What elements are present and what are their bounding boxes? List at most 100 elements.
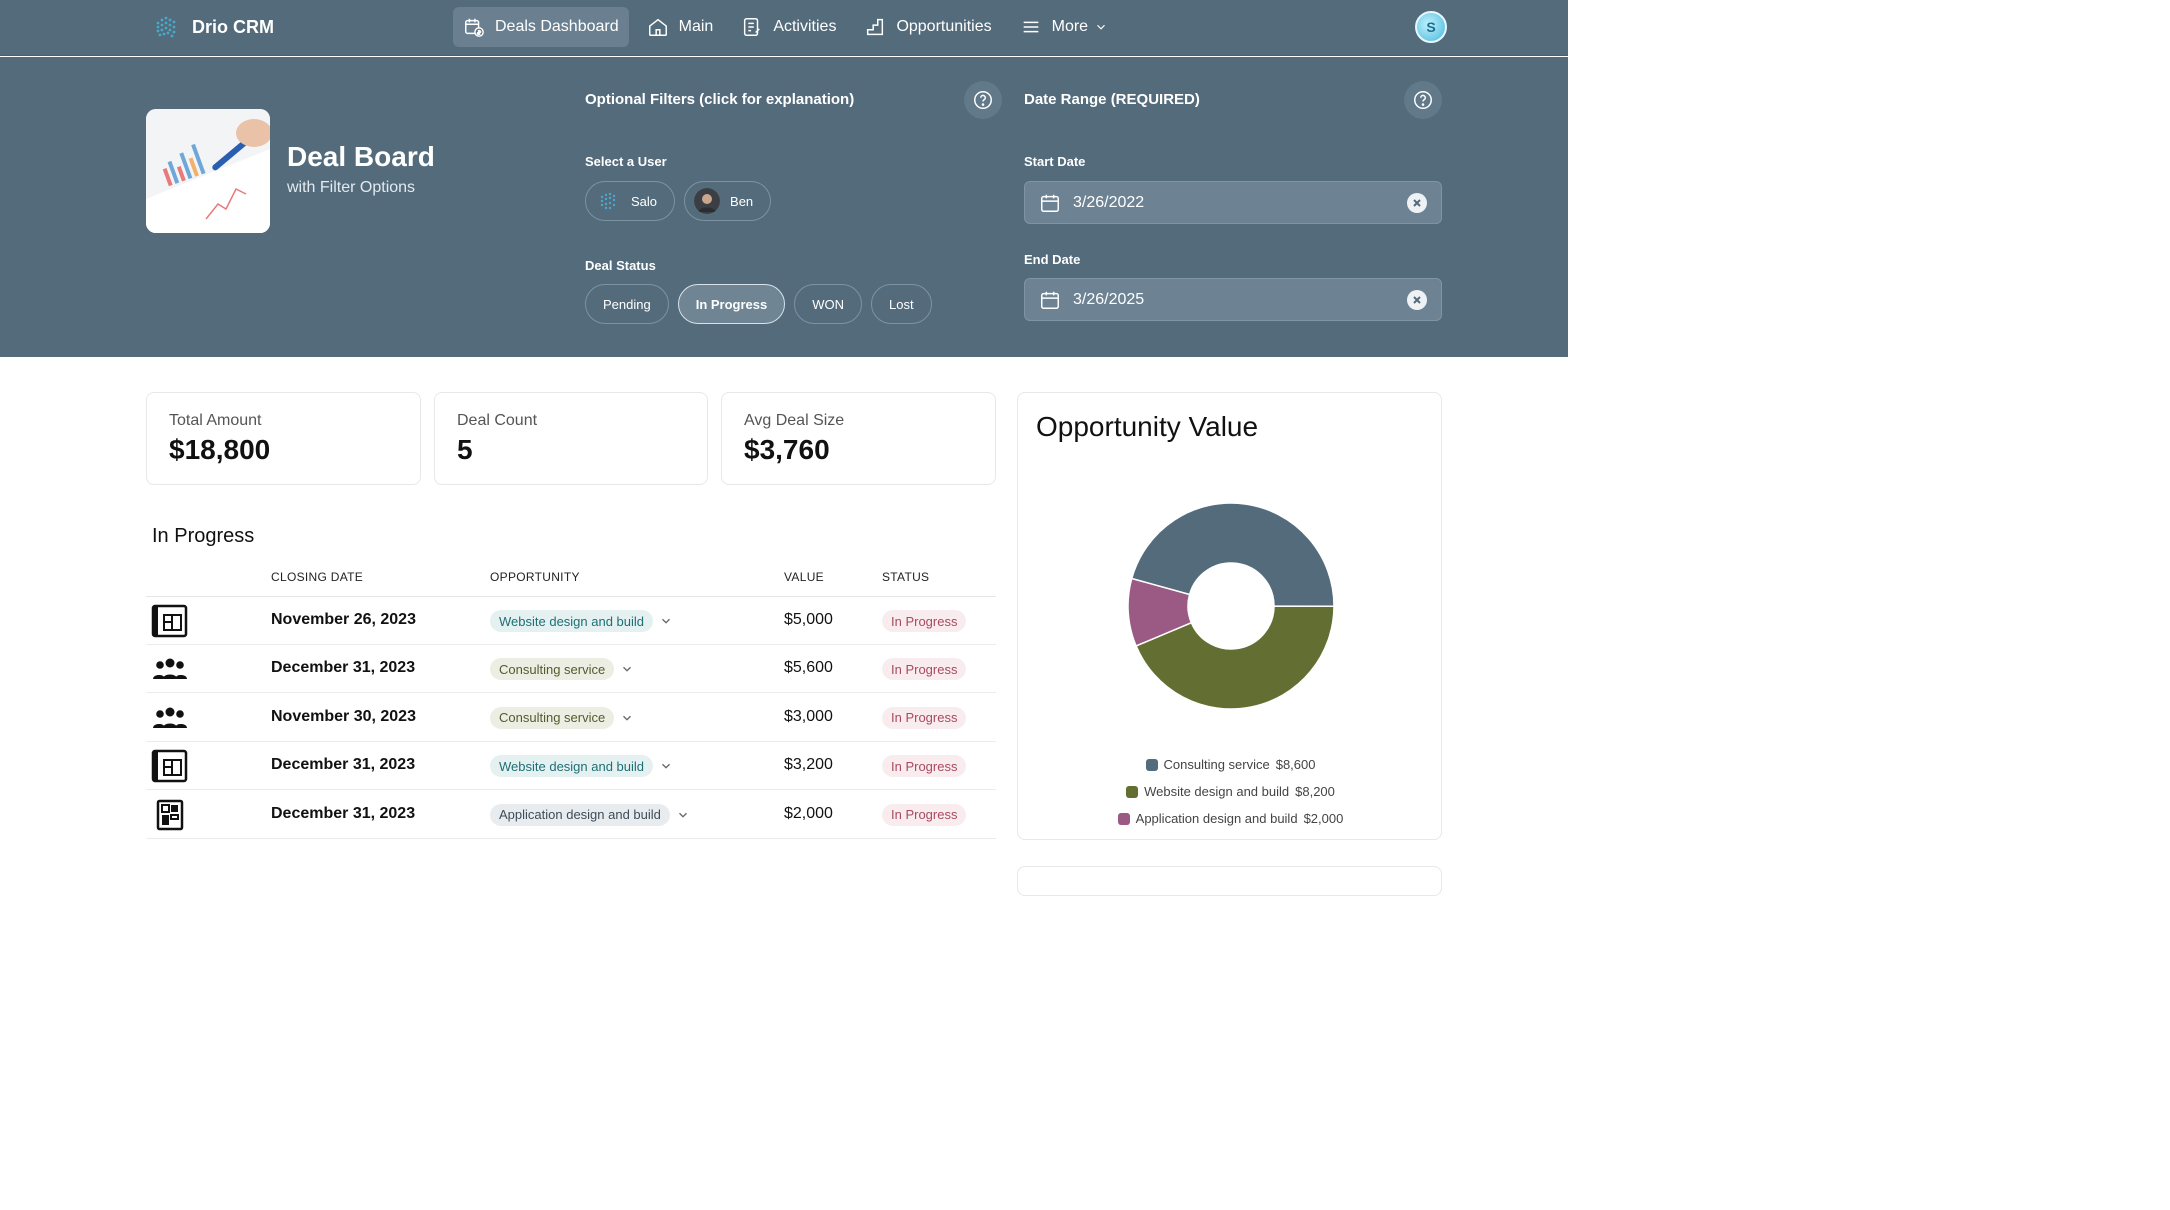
status-pill-in-progress[interactable]: In Progress — [677, 284, 786, 324]
column-header-opportunity[interactable]: OPPORTUNITY — [490, 570, 580, 584]
activity-list-icon — [744, 18, 761, 36]
stat-value: 5 — [457, 434, 473, 465]
end-date-value: 3/26/2025 — [1073, 290, 1145, 308]
table-row[interactable]: November 30, 2023 Consulting service $3,00… — [146, 694, 996, 742]
status-badge: In Progress — [882, 803, 967, 826]
table-row[interactable]: December 31, 2023 Application design and … — [146, 791, 996, 839]
user-pill-ben[interactable]: Ben — [684, 181, 772, 221]
status-pill-pending[interactable]: Pending — [585, 284, 669, 324]
legend-swatch — [1145, 758, 1158, 771]
status-filter: Pending In Progress WON Lost — [585, 284, 932, 324]
chart-step-icon — [867, 18, 884, 36]
nav-opportunities[interactable]: Opportunities — [854, 7, 1001, 47]
table-row[interactable]: December 31, 2023 Consulting service $5,60… — [146, 645, 996, 694]
donut-slice-consulting-service[interactable] — [1130, 502, 1335, 608]
table-header: CLOSING DATE OPPORTUNITY VALUE STATUS — [146, 565, 996, 597]
chevron-down-icon[interactable] — [659, 759, 673, 773]
start-date-input[interactable]: 3/26/2022 — [1024, 181, 1442, 224]
chart-title: Opportunity Value — [1036, 411, 1259, 442]
status-badge: In Progress — [882, 755, 967, 778]
ben-avatar — [694, 188, 721, 214]
legend-item[interactable]: Consulting service $8,600 — [1018, 751, 1443, 778]
chevron-down-icon[interactable] — [620, 711, 634, 725]
optional-filters: Optional Filters (click for explanation)… — [585, 57, 1003, 357]
stat-label: Deal Count — [457, 412, 538, 429]
nav-label: Activities — [773, 18, 837, 35]
page-title: Deal Board — [287, 141, 435, 172]
column-header-status[interactable]: STATUS — [882, 570, 930, 584]
status-badge: In Progress — [882, 610, 967, 632]
user-avatar[interactable]: S — [1415, 11, 1447, 43]
filters-help-button[interactable] — [964, 81, 1002, 119]
opportunity-tag[interactable]: Consulting service — [490, 658, 615, 681]
legend-value: $2,000 — [1303, 811, 1344, 826]
blueprint-icon — [151, 749, 189, 783]
brand-name: Drio CRM — [192, 16, 274, 37]
nav-label: Deals Dashboard — [495, 18, 619, 35]
date-range-help-button[interactable] — [1404, 81, 1442, 119]
help-icon — [1414, 91, 1432, 109]
chevron-down-icon[interactable] — [659, 614, 673, 628]
team-icon — [151, 652, 189, 686]
chart-legend: Consulting service $8,600 Website design a… — [1018, 751, 1443, 832]
page-subtitle: with Filter Options — [287, 179, 416, 196]
chevron-down-icon — [1097, 24, 1105, 30]
donut-slice-application-design-and-build[interactable] — [1127, 577, 1193, 647]
table-title: In Progress — [152, 525, 255, 547]
deal-value: $3,200 — [784, 756, 833, 774]
blueprint-icon — [151, 604, 189, 638]
calendar-icon — [1041, 194, 1059, 212]
table-row[interactable]: November 26, 2023 Website design and buil… — [146, 597, 996, 645]
status-pill-won[interactable]: WON — [794, 284, 863, 324]
calendar-icon — [1041, 291, 1059, 309]
stat-value: $18,800 — [169, 434, 271, 465]
closing-date: December 31, 2023 — [271, 804, 416, 822]
chevron-down-icon[interactable] — [676, 808, 690, 822]
user-filter: Salo Ben — [585, 181, 772, 221]
help-icon — [974, 91, 992, 109]
end-date-label: End Date — [1024, 252, 1081, 267]
user-pill-salo[interactable]: Salo — [585, 181, 676, 221]
closing-date: November 30, 2023 — [271, 707, 416, 725]
end-date-input[interactable]: 3/26/2025 — [1024, 278, 1442, 321]
start-date-label: Start Date — [1024, 154, 1086, 169]
legend-item[interactable]: Website design and build $8,200 — [1018, 778, 1443, 805]
deal-value: $2,000 — [784, 804, 833, 822]
column-header-value[interactable]: VALUE — [784, 570, 824, 584]
nav-activities[interactable]: Activities — [731, 7, 846, 47]
nav-deals-dashboard[interactable]: Deals Dashboard — [453, 7, 629, 47]
home-icon — [648, 18, 667, 36]
top-navbar: Drio CRM Deals Dashboard Main Activities — [0, 0, 1568, 56]
deal-status-label: Deal Status — [585, 258, 656, 273]
salo-avatar-icon — [600, 192, 616, 210]
column-header-closing-date[interactable]: CLOSING DATE — [271, 570, 364, 584]
stat-label: Total Amount — [169, 412, 262, 429]
legend-item[interactable]: Application design and build $2,000 — [1018, 805, 1443, 832]
opportunity-tag[interactable]: Consulting service — [490, 706, 615, 729]
menu-icon — [1023, 21, 1038, 33]
legend-label: Consulting service — [1163, 757, 1270, 772]
table-row[interactable]: December 31, 2023 Website design and buil… — [146, 742, 996, 791]
nav-more[interactable]: More — [1010, 7, 1118, 47]
opportunity-tag[interactable]: Website design and build — [490, 610, 654, 632]
user-pill-label: Ben — [730, 193, 754, 209]
status-pill-lost[interactable]: Lost — [871, 284, 932, 324]
chevron-down-icon[interactable] — [620, 662, 634, 676]
deal-value: $3,000 — [784, 707, 833, 725]
nav-label: Opportunities — [896, 18, 992, 35]
stat-value: $3,760 — [744, 434, 830, 465]
app-grid-icon — [151, 798, 189, 832]
main-nav: Deals Dashboard Main Activities Opportun… — [453, 7, 1118, 47]
team-icon — [151, 701, 189, 735]
nav-main[interactable]: Main — [637, 7, 724, 47]
opportunity-tag[interactable]: Application design and build — [490, 803, 670, 826]
optional-filters-heading: Optional Filters (click for explanation) — [585, 91, 855, 108]
clear-start-date-button[interactable] — [1407, 193, 1427, 213]
donut-slice-website-design-and-build[interactable] — [1135, 605, 1335, 710]
brand[interactable]: Drio CRM — [152, 12, 274, 42]
nav-label: Main — [678, 18, 714, 35]
deal-value: $5,000 — [784, 611, 833, 628]
opportunity-tag[interactable]: Website design and build — [490, 755, 654, 778]
clear-end-date-button[interactable] — [1407, 290, 1427, 310]
stat-total-amount: Total Amount $18,800 — [146, 392, 421, 485]
